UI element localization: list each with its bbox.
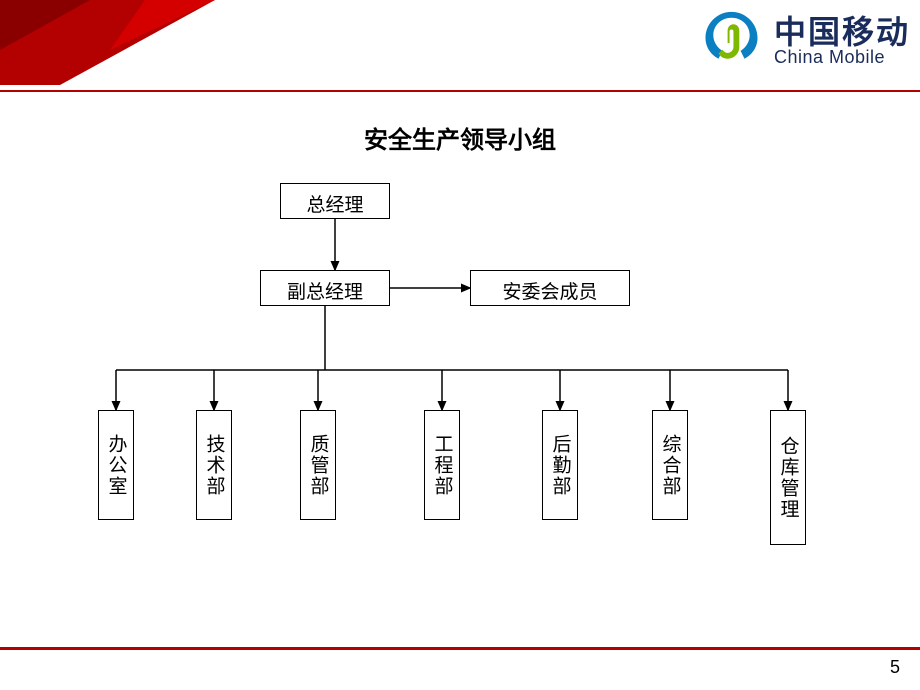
org-node-comm: 安委会成员	[470, 270, 630, 306]
slide-title: 安全生产领导小组	[0, 120, 920, 155]
logo-mark-icon	[699, 8, 764, 73]
brand-logo: 中国移动 China Mobile	[699, 8, 910, 73]
org-node-d4: 工程部	[424, 410, 460, 520]
brand-name-en: China Mobile	[774, 48, 910, 66]
org-node-d2: 技术部	[196, 410, 232, 520]
org-chart: 总经理副总经理 安委会成员办公室 技术部 质管部 工程部 后勤部 综合部 仓库管理	[0, 165, 920, 595]
org-node-gm: 总经理	[280, 183, 390, 219]
org-node-d3: 质管部	[300, 410, 336, 520]
org-node-d6: 综合部	[652, 410, 688, 520]
page-number: 5	[890, 657, 900, 678]
header-divider	[0, 90, 920, 92]
org-node-d1: 办公室	[98, 410, 134, 520]
org-node-d5: 后勤部	[542, 410, 578, 520]
brand-text: 中国移动 China Mobile	[774, 16, 910, 66]
header-red-shape	[0, 0, 215, 85]
brand-name-cn: 中国移动	[774, 16, 910, 48]
slide: 中国移动 China Mobile 安全生产领导小组 总经理副总经理 安委会成员办…	[0, 0, 920, 690]
org-node-dgm: 副总经理	[260, 270, 390, 306]
org-node-d7: 仓库管理	[770, 410, 806, 545]
footer-divider	[0, 647, 920, 650]
